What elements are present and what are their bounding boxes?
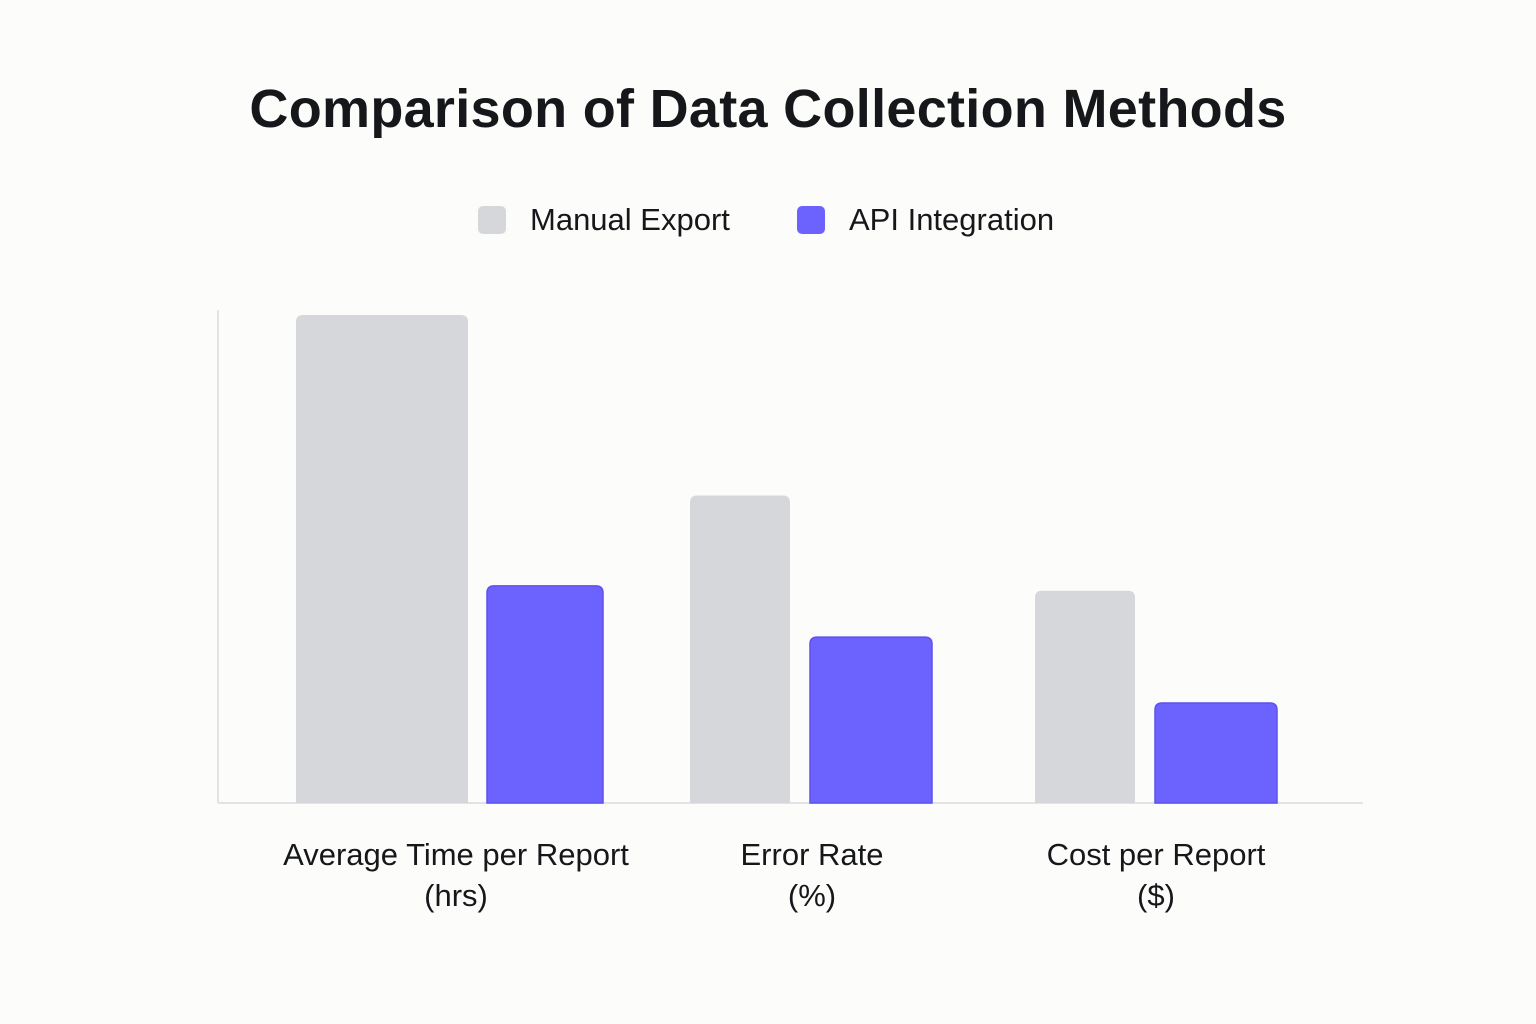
legend-label-manual-export: Manual Export <box>530 202 730 237</box>
x-tick-label-line: Error Rate <box>740 837 884 872</box>
bar-api-integration-cost-per-report <box>1154 702 1278 804</box>
bar-manual-export-cost-per-report <box>1035 590 1135 803</box>
x-tick-label-line: Cost per Report <box>1046 837 1266 872</box>
bar-manual-export-error-rate <box>690 495 790 803</box>
legend: Manual Export API Integration <box>0 198 1536 242</box>
chart-title: Comparison of Data Collection Methods <box>249 79 1287 139</box>
legend-label-api-integration: API Integration <box>849 202 1055 237</box>
x-tick-label-cost-per-report: Cost per Report ($) <box>1006 834 1306 916</box>
x-tick-label-line: Average Time per Report <box>283 837 629 872</box>
bar-manual-export-average-time <box>296 315 468 803</box>
x-tick-label-unit: ($) <box>1137 878 1175 913</box>
legend-swatch-manual-export <box>478 206 506 234</box>
legend-swatch-api-integration <box>797 206 825 234</box>
bar-api-integration-error-rate <box>809 636 933 804</box>
bar-api-integration-average-time <box>486 585 604 804</box>
x-tick-label-unit: (hrs) <box>424 878 488 913</box>
x-tick-label-unit: (%) <box>787 878 837 913</box>
x-tick-label-error-rate: Error Rate (%) <box>662 834 962 916</box>
x-tick-label-average-time: Average Time per Report (hrs) <box>256 834 656 916</box>
bars-group <box>296 315 1278 804</box>
